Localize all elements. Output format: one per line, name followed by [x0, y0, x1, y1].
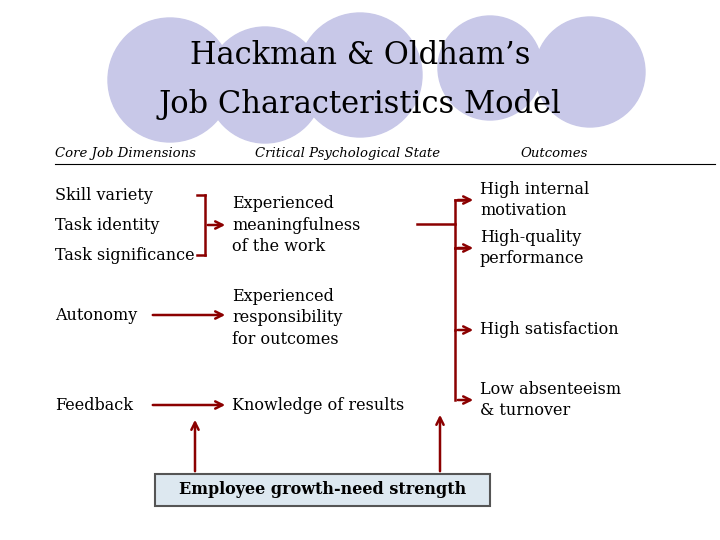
- Text: Outcomes: Outcomes: [520, 147, 588, 160]
- Text: High satisfaction: High satisfaction: [480, 321, 618, 339]
- Text: Core Job Dimensions: Core Job Dimensions: [55, 147, 196, 160]
- Text: Low absenteeism
& turnover: Low absenteeism & turnover: [480, 381, 621, 419]
- Text: Experienced
meaningfulness
of the work: Experienced meaningfulness of the work: [232, 195, 361, 255]
- Text: Hackman & Oldham’s: Hackman & Oldham’s: [190, 39, 530, 71]
- Circle shape: [108, 18, 232, 142]
- Circle shape: [535, 17, 645, 127]
- Text: High-quality
performance: High-quality performance: [480, 229, 585, 267]
- Text: Task significance: Task significance: [55, 246, 194, 264]
- Text: Employee growth-need strength: Employee growth-need strength: [179, 482, 466, 498]
- Circle shape: [298, 13, 422, 137]
- Text: Knowledge of results: Knowledge of results: [232, 396, 404, 414]
- Text: Critical Psychological State: Critical Psychological State: [255, 147, 440, 160]
- FancyBboxPatch shape: [155, 474, 490, 506]
- Circle shape: [438, 16, 542, 120]
- Text: High internal
motivation: High internal motivation: [480, 181, 589, 219]
- Text: Skill variety: Skill variety: [55, 186, 153, 204]
- Text: Task identity: Task identity: [55, 217, 159, 233]
- Text: Experienced
responsibility
for outcomes: Experienced responsibility for outcomes: [232, 288, 343, 348]
- Text: Autonomy: Autonomy: [55, 307, 138, 323]
- Circle shape: [207, 27, 323, 143]
- Text: Feedback: Feedback: [55, 396, 133, 414]
- Text: Job Characteristics Model: Job Characteristics Model: [158, 90, 562, 120]
